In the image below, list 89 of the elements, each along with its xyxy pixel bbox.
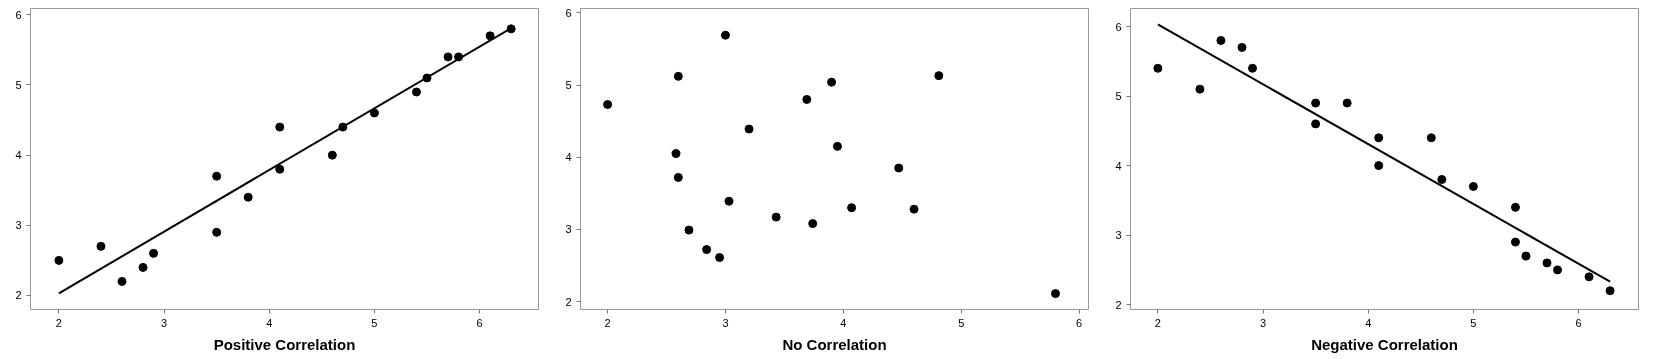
point (832, 141, 842, 151)
point (671, 149, 681, 159)
point (1374, 133, 1384, 143)
point (1374, 161, 1384, 171)
y-tick-label: 4 (15, 149, 22, 162)
point (603, 100, 613, 109)
point (934, 71, 944, 81)
point (894, 163, 904, 173)
x-tick-label: 4 (840, 316, 847, 329)
point (149, 248, 159, 258)
x-tick-label: 2 (55, 316, 62, 329)
point (1216, 35, 1226, 45)
point (443, 52, 453, 62)
x-tick-label: 2 (1154, 316, 1161, 329)
point (212, 171, 222, 181)
point (96, 241, 106, 251)
y-tick-label: 5 (1115, 90, 1122, 103)
y-tick-label: 6 (15, 8, 22, 21)
point (808, 219, 818, 229)
y-tick-label: 5 (15, 78, 22, 91)
y-tick-label: 3 (15, 219, 22, 232)
point (138, 262, 148, 272)
y-tick-label: 3 (1115, 229, 1122, 242)
point (412, 87, 421, 97)
x-tick-label: 5 (1470, 316, 1477, 329)
x-tick-label: 6 (1575, 316, 1582, 329)
x-tick-label: 4 (1365, 316, 1372, 329)
point (1237, 42, 1247, 52)
y-tick-label: 4 (565, 151, 572, 164)
point (117, 276, 127, 286)
point (243, 192, 253, 202)
x-tick-label: 3 (1259, 316, 1267, 329)
y-tick-label: 2 (15, 289, 22, 302)
x-tick-label: 3 (161, 316, 168, 329)
point (744, 124, 754, 134)
point (802, 94, 812, 104)
x-axis-title: No Correlation (782, 335, 887, 353)
point (485, 31, 495, 41)
y-tick-label: 2 (565, 295, 572, 308)
point (847, 203, 857, 213)
x-tick-label: 4 (266, 316, 273, 329)
y-tick-label: 4 (1115, 159, 1122, 172)
point (275, 164, 285, 174)
y-tick-label: 2 (1115, 298, 1122, 311)
point (1584, 272, 1594, 282)
point (827, 77, 837, 87)
point (1510, 202, 1520, 212)
x-axis-title: Negative Correlation (1311, 335, 1458, 353)
point (1153, 63, 1163, 73)
point (506, 24, 516, 34)
point (212, 227, 222, 237)
point (715, 253, 725, 263)
point (1521, 251, 1531, 261)
point (1051, 289, 1060, 299)
point (673, 172, 683, 182)
point (673, 71, 683, 81)
point (1311, 98, 1321, 108)
point (1553, 265, 1563, 275)
point (684, 225, 694, 235)
x-tick-label: 3 (722, 316, 729, 329)
x-tick-label: 5 (958, 316, 965, 329)
point (1195, 84, 1205, 94)
point (1426, 133, 1436, 143)
point (369, 108, 379, 118)
x-tick-label: 6 (1076, 316, 1083, 329)
x-tick-label: 5 (371, 316, 378, 329)
point (54, 255, 64, 265)
point (720, 30, 730, 40)
x-tick-label: 2 (604, 316, 611, 329)
y-tick-label: 6 (1115, 20, 1122, 33)
y-tick-label: 6 (565, 6, 572, 19)
point (1542, 258, 1552, 268)
point (771, 212, 781, 222)
point (1437, 175, 1447, 184)
point (1311, 119, 1321, 129)
point (1248, 63, 1257, 73)
point (327, 150, 337, 160)
point (909, 204, 919, 214)
y-tick-label: 3 (565, 223, 572, 236)
point (702, 245, 712, 255)
point (1605, 286, 1615, 296)
point (1468, 181, 1478, 191)
x-axis-title: Positive Correlation (213, 335, 356, 353)
x-tick-label: 6 (476, 316, 483, 329)
point (1510, 237, 1520, 247)
point (1342, 98, 1352, 108)
point (724, 196, 734, 206)
y-tick-label: 5 (565, 79, 572, 92)
point (275, 122, 285, 132)
